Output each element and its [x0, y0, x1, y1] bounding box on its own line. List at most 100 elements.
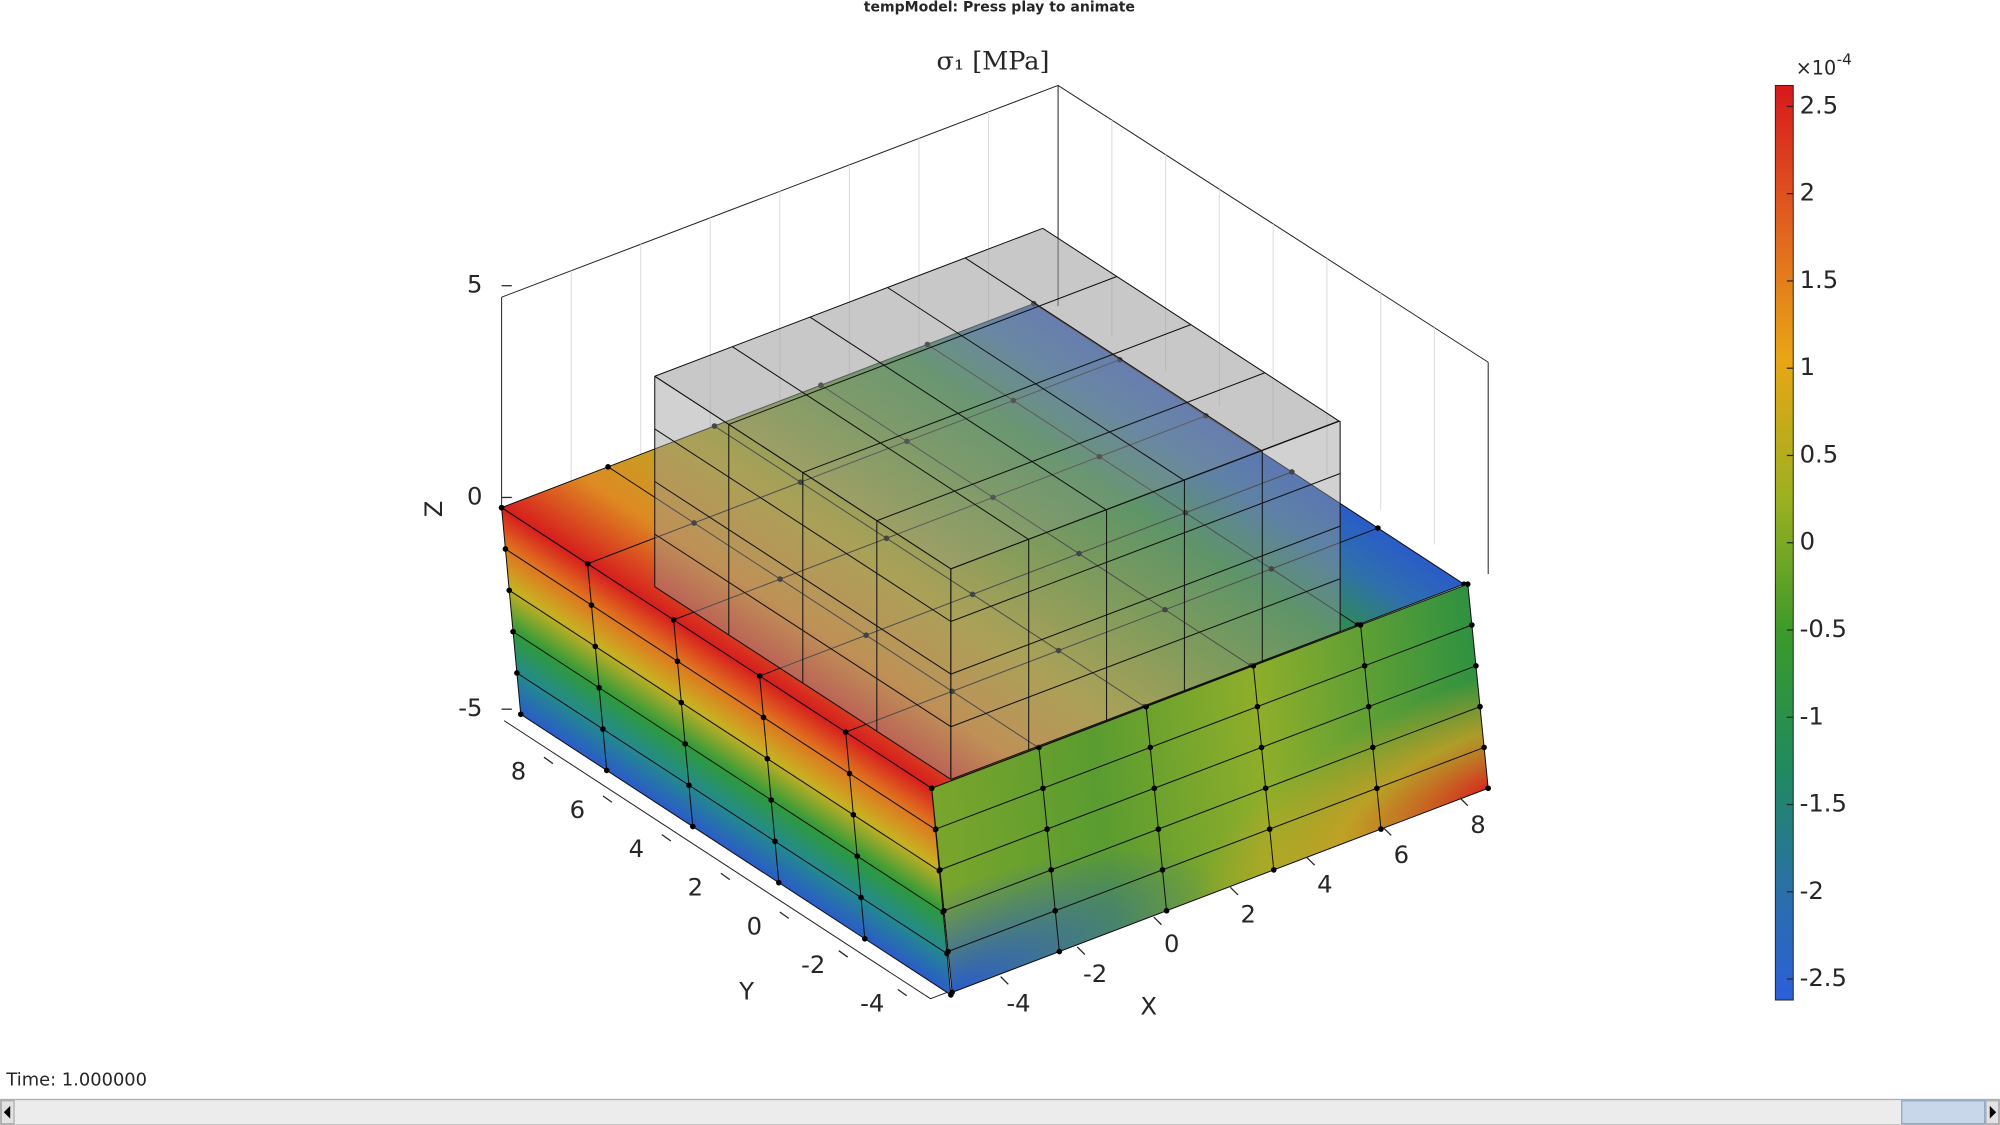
mesh-line: [935, 624, 1473, 830]
mesh-line: [654, 481, 952, 675]
mesh-node: [760, 714, 767, 721]
y-tick-label: -2: [801, 950, 825, 979]
colorbar-tick-label: 0.5: [1800, 439, 1839, 468]
y-tick: [661, 834, 672, 842]
mesh-node: [1151, 785, 1158, 792]
mesh-line: [950, 473, 1341, 622]
colorbar-tick-label: 1: [1800, 352, 1815, 381]
window-title: tempModel: Press play to animate: [864, 0, 1135, 16]
time-label: Time: 1.000000: [5, 1069, 147, 1090]
colorbar-multiplier: ×10: [1796, 56, 1836, 79]
mesh-node: [514, 670, 520, 676]
mesh-node: [592, 643, 599, 650]
mesh-line: [654, 533, 952, 728]
mesh-node: [854, 853, 860, 859]
colorbar-tick-label: 0: [1800, 527, 1815, 556]
z-tick-label: -5: [458, 693, 482, 722]
mesh-node: [969, 591, 976, 598]
mesh-node: [1155, 826, 1162, 832]
colorbar-tick-label: -1.5: [1800, 789, 1847, 818]
mesh-node: [506, 587, 513, 594]
mesh-line: [505, 548, 936, 831]
mesh-line: [950, 578, 1341, 728]
mesh-node: [928, 785, 935, 792]
mesh-node: [764, 755, 771, 762]
mesh-node: [603, 767, 610, 774]
y-tick-label: 4: [629, 834, 644, 863]
y-tick-label: 8: [511, 757, 526, 786]
mesh-node: [584, 560, 591, 567]
mesh-line: [587, 563, 608, 771]
mesh-node: [670, 617, 677, 623]
y-axis-label: Y: [738, 976, 754, 1005]
mesh-node: [1048, 867, 1054, 873]
mesh-node: [596, 684, 602, 691]
x-tick: [1459, 797, 1469, 807]
mesh-line: [887, 287, 1184, 481]
mesh-node: [777, 576, 783, 582]
mesh-node: [510, 628, 516, 635]
mesh-node: [1357, 622, 1364, 628]
x-tick: [1306, 857, 1316, 866]
time-slider[interactable]: [0, 1098, 2000, 1125]
mesh-node: [1289, 469, 1295, 475]
mesh-node: [1258, 744, 1265, 751]
mesh-line: [508, 589, 940, 872]
mesh-line: [714, 425, 1145, 708]
colorbar-tick-label: 1.5: [1800, 265, 1839, 294]
mesh-node: [1374, 785, 1380, 792]
face-shade: [931, 584, 1489, 993]
mesh-node: [1481, 744, 1487, 751]
mesh-node: [1469, 622, 1475, 628]
mesh-node: [772, 838, 778, 845]
colorbar-tick-label: -2.5: [1800, 963, 1847, 992]
mesh-node: [776, 879, 782, 886]
slider-thumb[interactable]: [1901, 1100, 1986, 1125]
mesh-node: [842, 729, 849, 735]
y-tick: [720, 872, 731, 881]
mesh-node: [588, 602, 595, 608]
x-tick-label: -4: [1006, 989, 1030, 1018]
mesh-line: [1252, 665, 1275, 870]
mesh-node: [1378, 826, 1384, 832]
mesh-node: [1473, 663, 1479, 669]
y-tick-label: 2: [688, 873, 703, 902]
mesh-line: [654, 227, 1043, 377]
mesh-line: [802, 324, 1191, 474]
mesh-node: [932, 826, 939, 832]
mesh-line: [950, 420, 1341, 570]
x-tick-label: 0: [1164, 929, 1179, 958]
mesh-line: [728, 275, 1117, 425]
mesh-node: [1147, 744, 1154, 751]
mesh-line: [809, 316, 1107, 511]
y-tick: [602, 795, 613, 803]
mesh-node: [1365, 703, 1372, 710]
mesh-node: [945, 948, 951, 955]
colorbar-tick-label: -1: [1800, 701, 1824, 730]
mesh-node: [1076, 550, 1082, 557]
mesh-node: [1044, 826, 1050, 832]
mesh-node: [1159, 867, 1166, 873]
mesh-node: [858, 894, 864, 901]
mesh-node: [846, 770, 853, 777]
x-tick: [1000, 976, 1009, 985]
colorbar-tick-label: -0.5: [1800, 614, 1847, 643]
x-tick: [1229, 886, 1239, 896]
mesh-node: [691, 520, 697, 526]
mesh-node: [1162, 606, 1168, 613]
mesh-line: [931, 788, 953, 993]
mesh-line: [759, 471, 1293, 677]
mesh-node: [1464, 581, 1471, 587]
mesh-line: [654, 586, 952, 780]
mesh-node: [678, 699, 685, 706]
mesh-node: [1040, 785, 1046, 792]
mesh-line: [950, 525, 1341, 675]
mesh-node: [1266, 826, 1273, 832]
mesh-node: [1370, 744, 1376, 751]
mesh-node: [1163, 907, 1170, 914]
z-tick-label: 5: [467, 270, 482, 299]
z-axis-label: Z: [419, 501, 448, 518]
x-axis-label: X: [1140, 992, 1157, 1021]
mesh-node: [1052, 907, 1059, 914]
